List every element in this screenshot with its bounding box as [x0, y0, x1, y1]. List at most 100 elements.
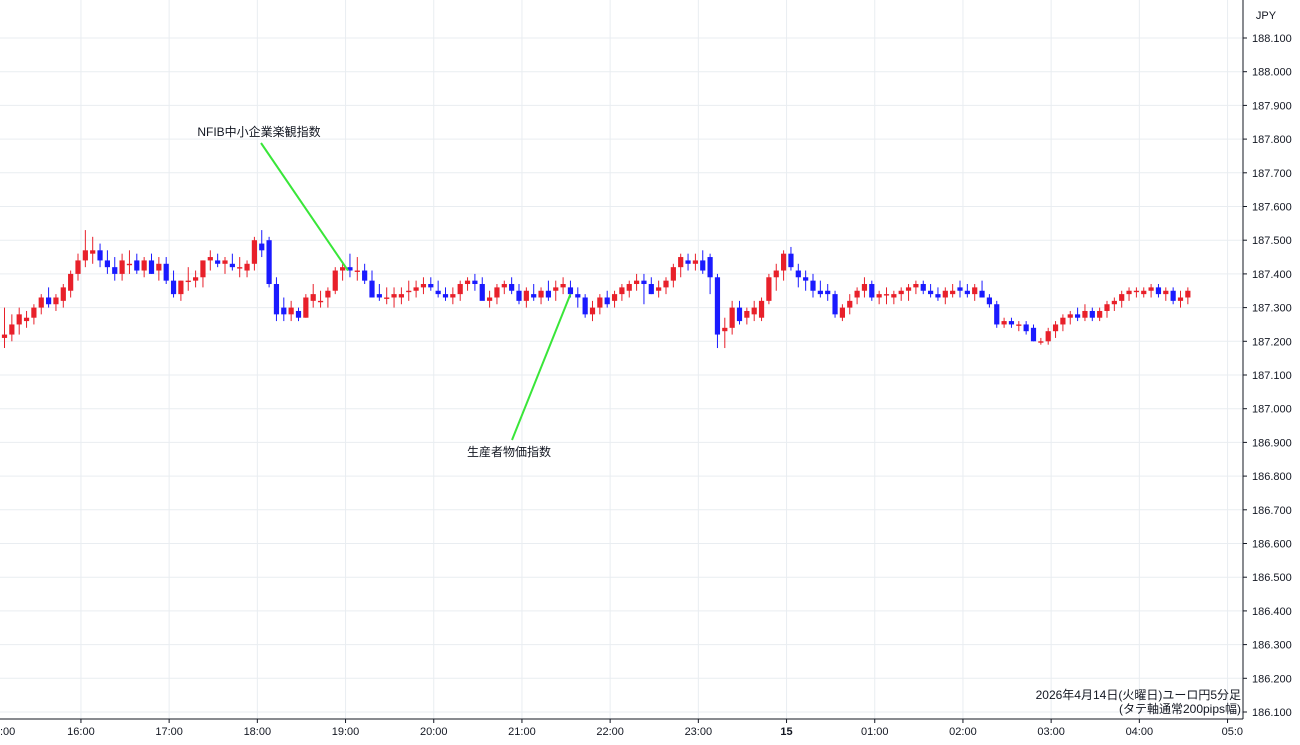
candle[interactable]: [817, 280, 823, 298]
candle[interactable]: [46, 287, 52, 308]
candle[interactable]: [1119, 290, 1125, 308]
candle[interactable]: [413, 280, 419, 298]
candle[interactable]: [156, 257, 162, 281]
candle[interactable]: [1104, 300, 1110, 318]
candle[interactable]: [678, 253, 684, 278]
candle[interactable]: [714, 273, 721, 349]
candle[interactable]: [1016, 321, 1022, 332]
candle[interactable]: [1155, 284, 1162, 298]
candle[interactable]: [376, 284, 382, 301]
candle[interactable]: [1008, 317, 1015, 328]
candle[interactable]: [729, 300, 735, 335]
candle[interactable]: [832, 290, 838, 318]
candle[interactable]: [332, 267, 338, 295]
candle[interactable]: [200, 260, 206, 288]
candle[interactable]: [259, 230, 265, 258]
candle[interactable]: [435, 280, 441, 298]
candle[interactable]: [920, 280, 926, 295]
candle[interactable]: [295, 307, 302, 322]
candle[interactable]: [707, 253, 713, 295]
candle[interactable]: [325, 287, 331, 308]
candle[interactable]: [825, 284, 831, 301]
candle[interactable]: [237, 257, 243, 278]
candle[interactable]: [9, 314, 15, 342]
candle[interactable]: [90, 236, 96, 264]
candle[interactable]: [398, 287, 404, 305]
candle[interactable]: [1045, 327, 1051, 345]
candle[interactable]: [1185, 287, 1191, 305]
candle[interactable]: [119, 253, 125, 281]
candle[interactable]: [464, 277, 471, 291]
candle[interactable]: [839, 304, 845, 322]
candle[interactable]: [582, 294, 588, 318]
candle[interactable]: [163, 257, 169, 285]
candle[interactable]: [972, 284, 978, 301]
candle[interactable]: [53, 294, 59, 311]
candle[interactable]: [611, 290, 618, 308]
candle[interactable]: [994, 300, 1000, 328]
candle[interactable]: [773, 263, 779, 291]
candle[interactable]: [604, 290, 610, 308]
candle[interactable]: [75, 253, 81, 281]
candle[interactable]: [68, 270, 74, 298]
candle[interactable]: [663, 277, 669, 295]
candle[interactable]: [1177, 290, 1184, 308]
candle[interactable]: [1060, 314, 1066, 332]
candle[interactable]: [766, 273, 772, 305]
candle[interactable]: [1030, 324, 1037, 342]
candle[interactable]: [795, 263, 801, 288]
candle[interactable]: [442, 287, 449, 301]
candle[interactable]: [509, 277, 515, 295]
candle[interactable]: [781, 250, 787, 281]
candle[interactable]: [560, 277, 566, 295]
candle[interactable]: [281, 297, 287, 322]
candle[interactable]: [1001, 317, 1007, 328]
candle[interactable]: [340, 263, 346, 281]
candle[interactable]: [634, 273, 640, 291]
x-axis[interactable]: :00 16:00 17:00 18:00 19:00 20:00 21:00 22:00 23…: [0, 719, 1243, 738]
candle[interactable]: [479, 277, 485, 301]
candle[interactable]: [736, 300, 743, 325]
candle[interactable]: [1111, 297, 1117, 311]
candle[interactable]: [23, 310, 30, 328]
candle[interactable]: [876, 290, 882, 305]
candle[interactable]: [126, 250, 133, 274]
candle[interactable]: [516, 284, 522, 305]
candle[interactable]: [810, 273, 816, 298]
candle[interactable]: [641, 273, 647, 305]
candle[interactable]: [457, 280, 463, 301]
candle[interactable]: [112, 257, 118, 281]
y-axis[interactable]: 188.100 188.000 187.900 187.800 187.700 187.6…: [1243, 33, 1292, 719]
candle[interactable]: [354, 257, 360, 281]
candle[interactable]: [531, 284, 537, 301]
candle[interactable]: [391, 287, 397, 308]
candle[interactable]: [148, 253, 155, 274]
candle[interactable]: [751, 300, 757, 322]
candle[interactable]: [97, 243, 103, 268]
candle[interactable]: [494, 284, 500, 305]
candle[interactable]: [273, 277, 280, 322]
candle[interactable]: [222, 257, 228, 274]
candle[interactable]: [1075, 307, 1081, 322]
candle[interactable]: [310, 284, 316, 308]
candle[interactable]: [891, 290, 897, 305]
candle[interactable]: [685, 253, 691, 271]
candle[interactable]: [538, 287, 544, 305]
candle[interactable]: [31, 304, 37, 325]
candle[interactable]: [60, 284, 66, 308]
candle[interactable]: [82, 230, 88, 268]
candle[interactable]: [758, 297, 765, 322]
candle[interactable]: [935, 287, 941, 301]
candle[interactable]: [16, 307, 22, 335]
candle[interactable]: [670, 263, 676, 288]
candle[interactable]: [104, 250, 110, 274]
candle[interactable]: [1089, 307, 1095, 322]
candle[interactable]: [913, 280, 919, 295]
candle[interactable]: [597, 294, 603, 315]
candle[interactable]: [487, 290, 493, 308]
candle[interactable]: [861, 277, 868, 298]
candle[interactable]: [986, 294, 992, 308]
candle[interactable]: [803, 270, 809, 291]
candle[interactable]: [545, 280, 551, 301]
candle[interactable]: [847, 294, 853, 315]
